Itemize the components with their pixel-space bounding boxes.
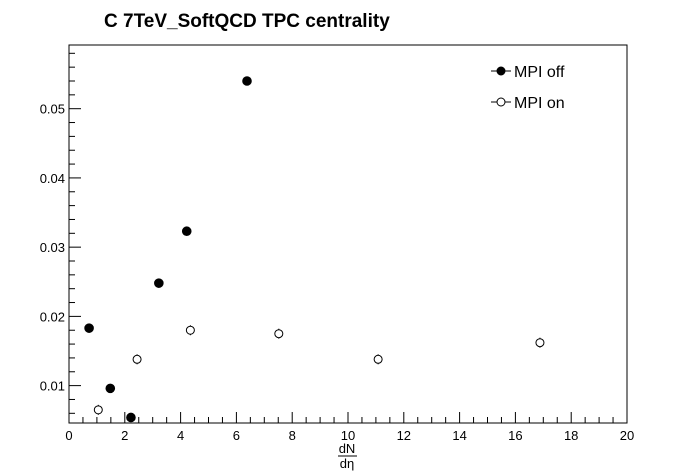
y-tick-label: 0.04 <box>40 171 65 186</box>
legend-marker-mpi-off <box>496 66 506 76</box>
chart-title: C 7TeV_SoftQCD TPC centrality <box>104 11 390 32</box>
data-point-mpi-on <box>535 338 545 348</box>
x-axis-label: dN dη <box>338 441 357 471</box>
data-markers <box>84 76 545 423</box>
data-point-mpi-on <box>185 325 195 335</box>
y-tick-label: 0.05 <box>40 102 65 117</box>
legend-marker-mpi-on <box>496 97 506 107</box>
x-tick-label: 14 <box>452 428 466 443</box>
x-tick-label: 4 <box>177 428 184 443</box>
x-tick-label: 12 <box>397 428 411 443</box>
data-point-mpi-on <box>93 405 103 415</box>
x-tick-label: 0 <box>65 428 72 443</box>
data-point-mpi-on <box>373 354 383 364</box>
y-tick-label: 0.02 <box>40 309 65 324</box>
x-tick-label: 6 <box>233 428 240 443</box>
x-tick-label: 8 <box>289 428 296 443</box>
x-tick-label: 18 <box>564 428 578 443</box>
x-tick-label: 10 <box>341 428 355 443</box>
x-tick-label: 2 <box>121 428 128 443</box>
y-tick-label: 0.03 <box>40 240 65 255</box>
y-tick-label: 0.01 <box>40 379 65 394</box>
data-point-mpi-on <box>274 329 284 339</box>
x-axis-label-denominator: dη <box>340 456 354 471</box>
data-point-mpi-off <box>242 76 252 86</box>
legend-label-mpi-off: MPI off <box>514 64 565 81</box>
legend: MPI off MPI on <box>491 64 565 112</box>
data-point-mpi-off <box>105 383 116 394</box>
x-tick-label: 16 <box>508 428 522 443</box>
data-point-mpi-off <box>84 323 94 333</box>
data-point-mpi-off <box>181 226 192 237</box>
plot-axes: 0 2 4 6 8 10 12 14 16 18 20 0.01 0.02 0.03 0.04 0.05 <box>40 44 634 443</box>
data-point-mpi-off <box>154 278 164 288</box>
data-point-mpi-on <box>132 354 142 364</box>
x-axis-label-numerator: dN <box>339 441 356 456</box>
data-point-mpi-off <box>126 412 136 423</box>
legend-label-mpi-on: MPI on <box>514 95 565 112</box>
x-tick-label: 20 <box>620 428 634 443</box>
